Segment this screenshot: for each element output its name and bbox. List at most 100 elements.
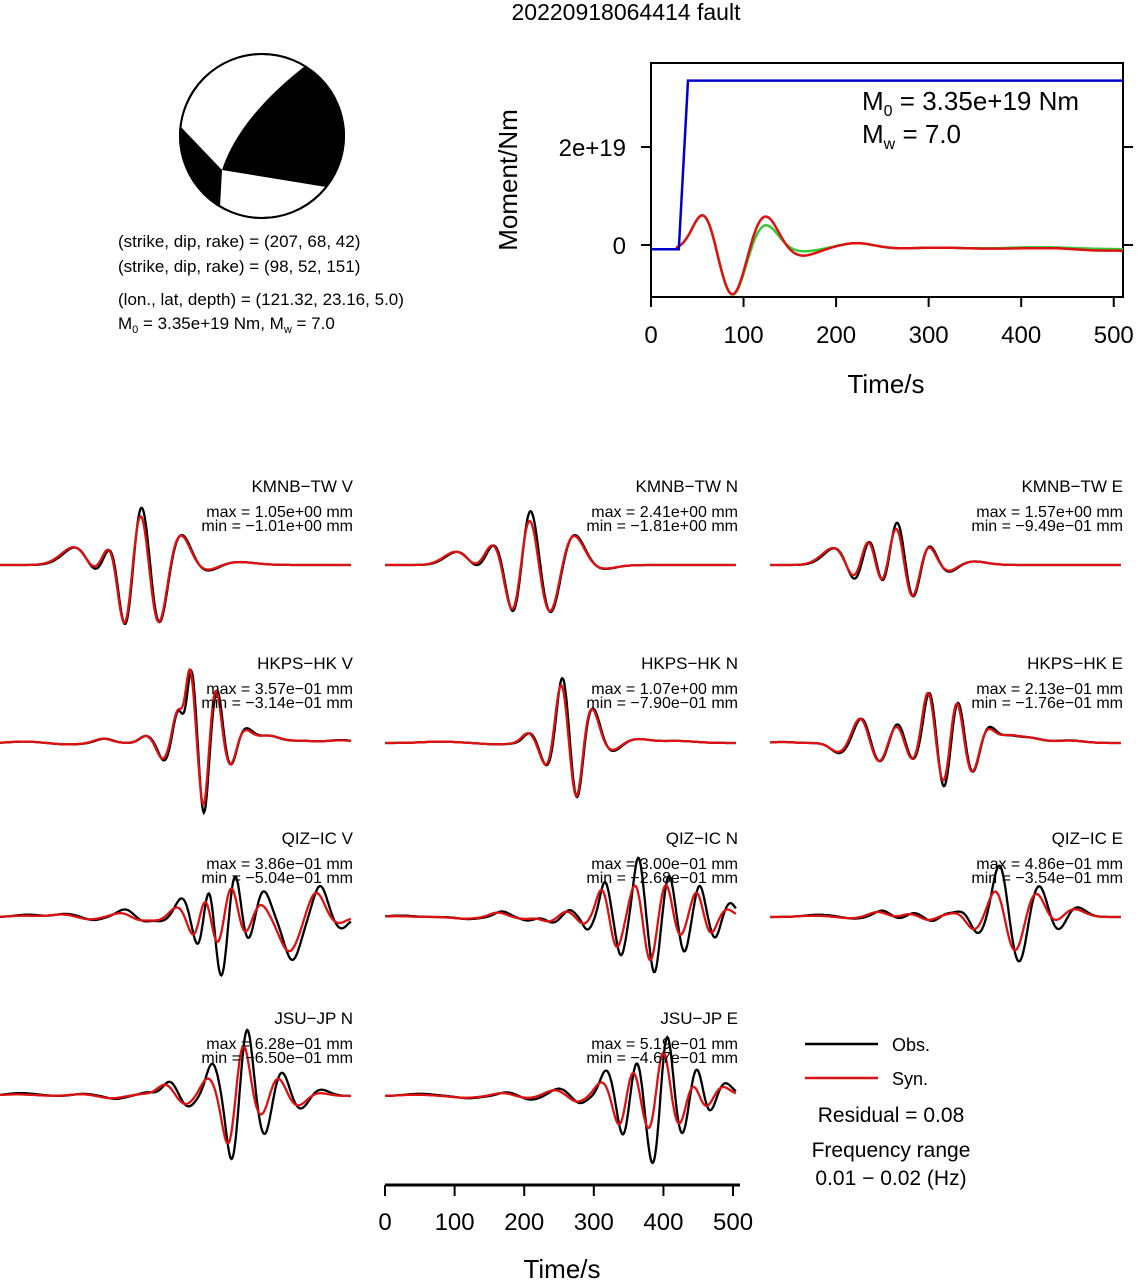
station-max-2: max = 1.57e+00 mm — [976, 504, 1123, 521]
moment-xtick-label-3: 300 — [909, 322, 949, 349]
legend-syn-label: Syn. — [892, 1069, 928, 1089]
station-label-2: KMNB−TW E — [1021, 477, 1123, 496]
waveform-syn-line-10 — [385, 1051, 737, 1130]
mechanism-moment: M0 = 3.35e+19 Nm, Mw = 7.0 — [118, 314, 335, 336]
moment-mw-annotation: Mw = 7.0 — [862, 119, 961, 153]
waveform-syn-line-5 — [769, 691, 1121, 782]
station-max-6: max = 3.86e−01 mm — [206, 856, 353, 873]
legend: Obs. Syn. Residual = 0.08 Frequency rang… — [805, 1035, 970, 1190]
legend-obs-label: Obs. — [892, 1035, 930, 1055]
waveform-syn-line-3 — [0, 667, 351, 806]
moment-panel-frame — [650, 62, 1124, 298]
waveform-syn-line-6 — [0, 887, 352, 953]
station-min-5: min = −1.76e−01 mm — [971, 695, 1123, 712]
waveform-time-axis: 0 100 200 300 400 500 Time/s — [378, 1183, 753, 1281]
station-min-4: min = −7.90e−01 mm — [586, 695, 738, 712]
station-max-0: max = 1.05e+00 mm — [206, 504, 353, 521]
station-min-0: min = −1.01e+00 mm — [201, 518, 353, 535]
station-max-4: max = 1.07e+00 mm — [591, 681, 738, 698]
moment-ytick-label-1: 2e+19 — [559, 135, 626, 162]
waveform-xtick-label-1: 100 — [435, 1209, 475, 1236]
waveform-syn-line-7 — [385, 883, 737, 962]
waveform-xtick-label-4: 400 — [643, 1209, 683, 1236]
moment-cumulative-line — [651, 79, 1123, 251]
station-min-6: min = −5.04e−01 mm — [201, 870, 353, 887]
moment-ytick-label-0: 0 — [613, 233, 626, 260]
waveform-syn-line-2 — [770, 527, 1121, 598]
moment-yticks: 0 2e+19 — [559, 135, 1133, 260]
station-label-10: JSU−JP E — [660, 1009, 738, 1028]
waveform-xlabel: Time/s — [523, 1254, 600, 1281]
moment-xtick-label-1: 100 — [724, 322, 764, 349]
waveform-syn-line-4 — [385, 683, 736, 798]
station-max-3: max = 3.57e−01 mm — [206, 681, 353, 698]
waveform-syn-line-9 — [0, 1044, 351, 1145]
station-min-2: min = −9.49e−01 mm — [971, 518, 1123, 535]
moment-xticks: 0 100 200 300 400 500 — [644, 297, 1134, 349]
station-max-7: max = 3.00e−01 mm — [591, 856, 738, 873]
station-label-9: JSU−JP N — [274, 1009, 353, 1028]
station-label-3: HKPS−HK V — [257, 654, 354, 673]
residual-text: Residual = 0.08 — [818, 1104, 965, 1127]
station-label-0: KMNB−TW V — [251, 477, 353, 496]
moment-xtick-label-5: 500 — [1094, 322, 1134, 349]
beachball-compression-quadrant-2 — [179, 126, 222, 207]
station-min-8: min = −3.54e−01 mm — [971, 870, 1123, 887]
waveform-syn-line-0 — [0, 515, 351, 625]
waveform-xticks: 0 100 200 300 400 500 — [378, 1185, 753, 1236]
station-max-1: max = 2.41e+00 mm — [591, 504, 738, 521]
frequency-title: Frequency range — [812, 1139, 971, 1162]
page-title: 20220918064414 fault — [512, 0, 742, 25]
waveform-syn-line-8 — [770, 890, 1121, 952]
station-max-9: max = 6.28e−01 mm — [206, 1036, 353, 1053]
beachball-compression-quadrant-1 — [222, 66, 344, 187]
mechanism-plane-1: (strike, dip, rake) = (207, 68, 42) — [118, 232, 360, 251]
station-max-10: max = 5.19e−01 mm — [591, 1036, 738, 1053]
station-min-10: min = −4.67e−01 mm — [586, 1050, 738, 1067]
waveform-xtick-label-2: 200 — [504, 1209, 544, 1236]
mechanism-location: (lon., lat, depth) = (121.32, 23.16, 5.0… — [118, 290, 404, 309]
station-label-1: KMNB−TW N — [636, 477, 738, 496]
frequency-range: 0.01 − 0.02 (Hz) — [815, 1167, 966, 1190]
waveform-obs-line-6 — [0, 875, 352, 978]
mechanism-plane-2: (strike, dip, rake) = (98, 52, 151) — [118, 257, 360, 276]
waveform-syn-line-1 — [385, 519, 736, 613]
waveform-xtick-label-0: 0 — [378, 1209, 391, 1236]
beachball — [179, 53, 345, 219]
moment-m0-annotation: M0 = 3.35e+19 Nm — [862, 86, 1079, 120]
station-min-1: min = −1.81e+00 mm — [586, 518, 738, 535]
station-min-7: min = −2.68e−01 mm — [586, 870, 738, 887]
waveform-xtick-label-5: 500 — [713, 1209, 753, 1236]
moment-xlabel: Time/s — [847, 369, 924, 399]
moment-xtick-label-4: 400 — [1001, 322, 1041, 349]
waveform-xtick-label-3: 300 — [574, 1209, 614, 1236]
moment-xtick-label-0: 0 — [644, 322, 657, 349]
station-label-8: QIZ−IC E — [1052, 829, 1123, 848]
moment-rate-red-line — [651, 214, 1123, 296]
moment-panel: 0 2e+19 0 100 200 300 400 500 Moment/Nm Time/… — [493, 62, 1134, 399]
station-label-7: QIZ−IC N — [666, 829, 738, 848]
station-max-8: max = 4.86e−01 mm — [976, 856, 1123, 873]
station-max-5: max = 2.13e−01 mm — [976, 681, 1123, 698]
moment-xtick-label-2: 200 — [816, 322, 856, 349]
station-label-5: HKPS−HK E — [1027, 654, 1123, 673]
station-label-6: QIZ−IC V — [282, 829, 354, 848]
moment-rate-green-line — [651, 214, 1123, 296]
station-label-4: HKPS−HK N — [641, 654, 738, 673]
station-min-3: min = −3.14e−01 mm — [201, 695, 353, 712]
station-min-9: min = −6.50e−01 mm — [201, 1050, 353, 1067]
moment-ylabel: Moment/Nm — [493, 109, 523, 251]
